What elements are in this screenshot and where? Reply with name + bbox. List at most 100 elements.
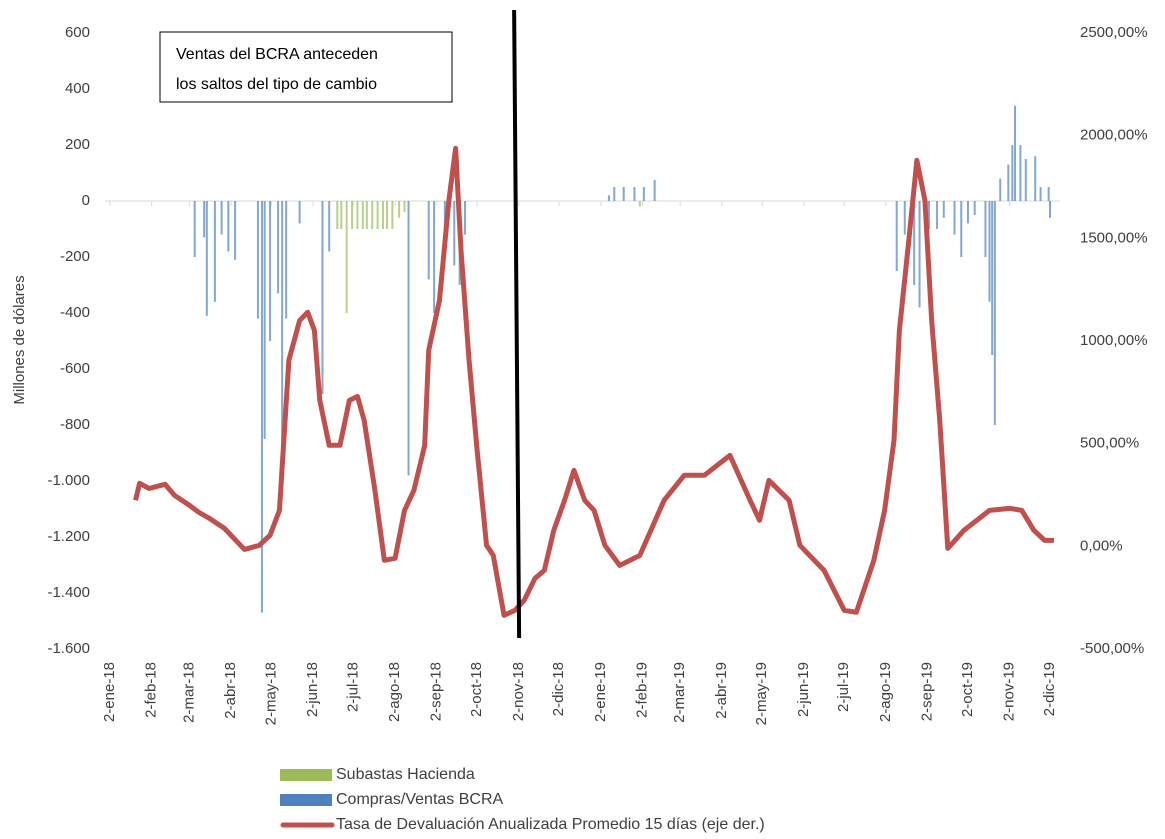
bar (213, 201, 216, 302)
bar (1034, 156, 1037, 201)
bar (391, 201, 394, 229)
vertical-marker (512, 9, 522, 639)
bar (988, 201, 991, 302)
y-tick-label: -600 (60, 360, 90, 377)
x-tick-label: 2-ago-18 (386, 662, 403, 722)
x-tick-label: 2-ene-18 (101, 662, 118, 722)
bar (220, 201, 223, 235)
x-tick-label: 2-feb-19 (634, 662, 651, 718)
x-tick-label: 2-feb-18 (143, 662, 160, 718)
x-tick-label: 2-dic-19 (1041, 662, 1058, 716)
annotation-text: los saltos del tipo de cambio (176, 76, 377, 93)
bar (1019, 145, 1022, 201)
x-tick-label: 2-jun-18 (304, 662, 321, 717)
x-tick-label: 2-sep-18 (428, 662, 445, 721)
bar (1024, 159, 1027, 201)
bar (256, 201, 259, 319)
bar (642, 187, 645, 201)
x-tick-label: 2-ago-19 (877, 662, 894, 722)
y-tick-label: -400 (60, 304, 90, 321)
y-tick-label: -1.200 (47, 528, 90, 545)
bar (984, 201, 987, 257)
bar (993, 201, 996, 425)
y-tick-label: 0 (82, 192, 90, 209)
bar (205, 201, 208, 316)
y-tick-label: -800 (60, 416, 90, 433)
x-tick-label: 2-may-18 (262, 662, 279, 725)
y2-tick-label: 2500,00% (1080, 24, 1148, 41)
bar (403, 201, 406, 213)
bar (1047, 187, 1050, 201)
x-tick-label: 2-mar-19 (671, 662, 688, 723)
bar (427, 201, 430, 280)
x-tick-label: 2-may-19 (753, 662, 770, 725)
y-tick-label: 400 (65, 80, 90, 97)
bar (464, 201, 467, 235)
y-tick-label: 200 (65, 136, 90, 153)
bar (376, 201, 379, 229)
x-tick-label: 2-dic-18 (550, 662, 567, 716)
legend-label: Compras/Ventas BCRA (336, 791, 504, 808)
bar (433, 201, 436, 313)
bar (234, 201, 237, 260)
x-tick-label: 2-nov-19 (1001, 662, 1018, 721)
bar (260, 201, 263, 613)
y-axis-label: Millones de dólares (11, 275, 28, 404)
bar (953, 201, 956, 235)
bar (903, 201, 906, 235)
bar (356, 201, 359, 229)
bar (613, 187, 616, 201)
bar (336, 201, 339, 229)
bar (365, 201, 368, 229)
y2-tick-label: 1000,00% (1080, 332, 1148, 349)
y-tick-label: -200 (60, 248, 90, 265)
bar (381, 201, 384, 229)
bar (285, 201, 288, 319)
bar (345, 201, 348, 313)
y2-tick-label: 500,00% (1080, 435, 1139, 452)
bar (1039, 187, 1042, 201)
y2-tick-label: 2000,00% (1080, 127, 1148, 144)
bar (936, 201, 939, 229)
bar (263, 201, 266, 439)
x-tick-label: 2-nov-18 (510, 662, 527, 721)
bar (991, 201, 994, 355)
bar (942, 201, 945, 218)
x-tick-label: 2-abr-18 (222, 662, 239, 719)
bar (622, 187, 625, 201)
x-tick-label: 2-mar-18 (180, 662, 197, 723)
x-tick-label: 2-abr-19 (713, 662, 730, 719)
bar (328, 201, 331, 252)
bar (321, 201, 324, 395)
y-tick-label: -1.600 (47, 640, 90, 657)
bar (351, 201, 354, 229)
legend-swatch (280, 769, 332, 781)
bar (1049, 201, 1051, 218)
bar (193, 201, 196, 257)
bar (453, 201, 456, 266)
y2-tick-label: 0,00% (1080, 537, 1123, 554)
bar (386, 201, 389, 229)
bar (361, 201, 364, 229)
bar (1007, 164, 1010, 201)
bar (960, 201, 963, 257)
annotation-text: Ventas del BCRA anteceden (176, 46, 378, 63)
legend-label: Tasa de Devaluación Anualizada Promedio … (336, 816, 765, 833)
bar (607, 195, 610, 201)
y-tick-label: -1.000 (47, 472, 90, 489)
y2-tick-label: -500,00% (1080, 640, 1144, 657)
bar (1014, 105, 1017, 201)
y-tick-label: -1.400 (47, 584, 90, 601)
bar (407, 201, 410, 476)
bar (638, 201, 641, 207)
annotation-box (159, 31, 453, 103)
legend-label: Subastas Hacienda (336, 766, 475, 783)
bar (269, 201, 272, 341)
x-tick-label: 2-ene-19 (592, 662, 609, 722)
y-tick-label: 600 (65, 24, 90, 41)
bar (895, 201, 898, 271)
x-tick-label: 2-sep-19 (919, 662, 936, 721)
x-tick-label: 2-oct-18 (468, 662, 485, 717)
bar (918, 201, 921, 308)
